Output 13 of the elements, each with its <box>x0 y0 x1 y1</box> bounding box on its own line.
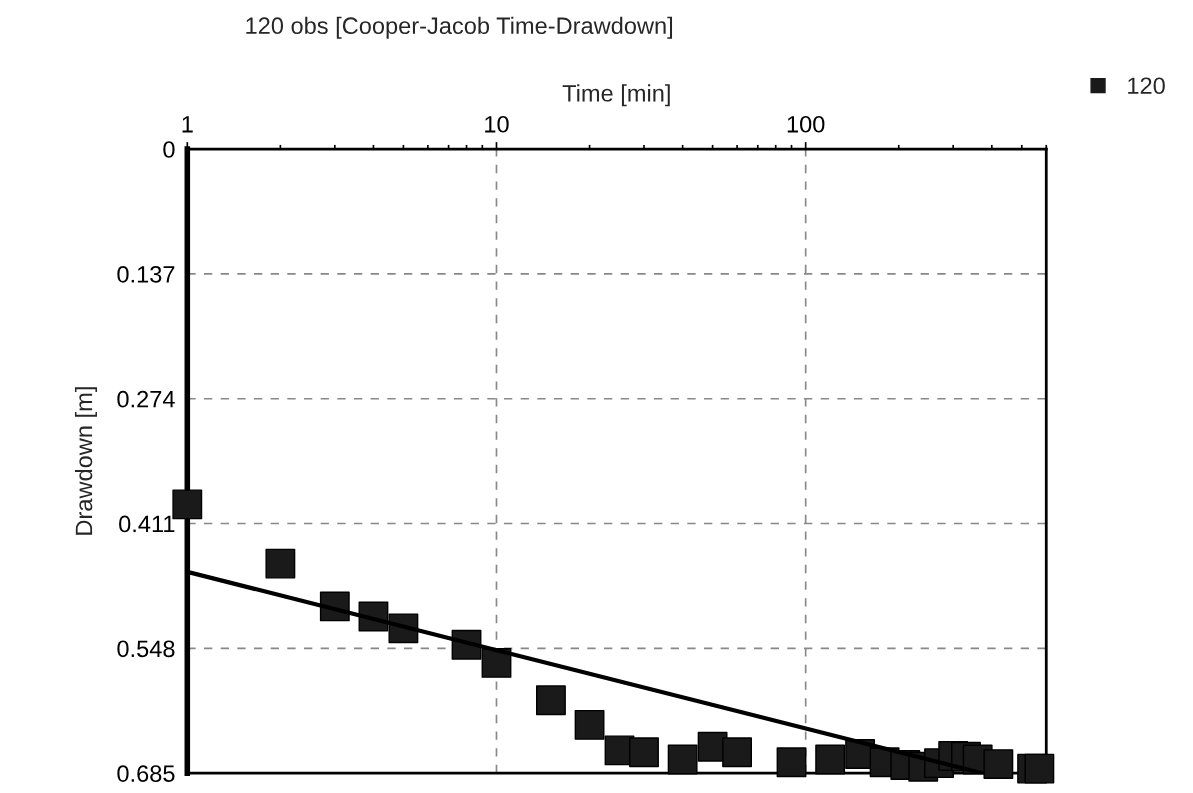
chart-title: 120 obs [Cooper-Jacob Time-Drawdown] <box>246 16 673 39</box>
y-tick-label: 0.411 <box>119 515 175 533</box>
y-tick-label: 0.274 <box>117 390 175 408</box>
y-tick-label: 0.137 <box>117 265 175 283</box>
legend-label: 120 <box>1128 77 1165 95</box>
x-tick-label: 100 <box>787 115 825 133</box>
x-tick-label: 1 <box>182 116 193 133</box>
x-axis-title: Time [min] <box>562 84 670 107</box>
y-tick-label: 0.685 <box>117 765 175 782</box>
y-tick-label: 0.548 <box>117 640 175 658</box>
y-axis-title: Drawdown [m] <box>74 387 97 535</box>
x-tick-label: 10 <box>485 115 509 133</box>
y-tick-label: 0 <box>163 141 175 158</box>
